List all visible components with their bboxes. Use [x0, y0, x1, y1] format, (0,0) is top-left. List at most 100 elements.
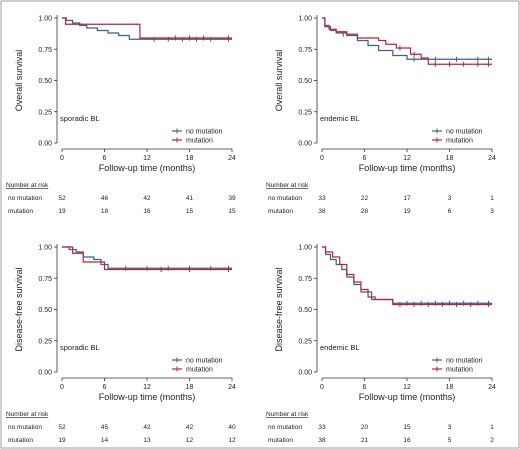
y-axis-title: Overall survival	[14, 50, 24, 112]
risk-row-label: no mutation	[268, 424, 302, 431]
risk-value: 21	[361, 437, 369, 444]
y-axis-title: Disease-free survival	[14, 267, 24, 351]
risk-table-title: Number at risk	[6, 182, 49, 189]
risk-value: 33	[318, 195, 326, 202]
y-tick-label: 0.25	[38, 338, 52, 345]
risk-value: 16	[403, 437, 411, 444]
y-tick-label: 1.00	[38, 245, 52, 252]
x-axis-title: Follow-up time (months)	[359, 163, 456, 173]
y-tick-label: 0.75	[298, 47, 312, 54]
y-tick-label: 0.50	[38, 78, 52, 85]
km-curve-no-mutation	[322, 246, 492, 304]
x-tick-label: 0	[320, 384, 324, 391]
risk-value: 1	[490, 424, 494, 431]
y-tick-label: 0.25	[298, 109, 312, 116]
risk-table-title: Number at risk	[6, 411, 49, 418]
y-tick-label: 0.50	[38, 307, 52, 314]
risk-value: 2	[490, 437, 494, 444]
risk-value: 19	[58, 437, 66, 444]
x-tick-label: 12	[403, 155, 411, 162]
legend-label: mutation	[186, 367, 213, 374]
risk-value: 38	[318, 208, 326, 215]
risk-value: 52	[58, 424, 66, 431]
risk-value: 40	[228, 424, 236, 431]
y-tick-label: 0.25	[38, 109, 52, 116]
risk-value: 16	[143, 208, 151, 215]
x-tick-label: 24	[488, 155, 496, 162]
y-axis-title: Disease-free survival	[274, 267, 284, 351]
x-tick-label: 18	[446, 384, 454, 391]
legend-label: mutation	[186, 138, 213, 145]
y-tick-label: 0.00	[298, 370, 312, 377]
x-tick-label: 12	[143, 384, 151, 391]
y-tick-label: 0.00	[298, 141, 312, 148]
risk-value: 15	[186, 208, 194, 215]
panel-2: 0.00 0.25 0.50 0.75 1.00 0 6 12 18 24 Follow-up ti…	[266, 15, 496, 215]
risk-value: 38	[318, 437, 326, 444]
km-curve-no-mutation	[62, 17, 232, 40]
y-tick-label: 0.50	[298, 307, 312, 314]
risk-row-label: no mutation	[8, 424, 42, 431]
risk-row-label: mutation	[8, 437, 33, 444]
risk-value: 15	[403, 424, 411, 431]
x-tick-label: 18	[446, 155, 454, 162]
y-tick-label: 0.00	[38, 370, 52, 377]
legend-label: no mutation	[186, 129, 223, 136]
legend-label: no mutation	[446, 358, 483, 365]
y-tick-label: 0.00	[38, 141, 52, 148]
legend-label: mutation	[446, 138, 473, 145]
risk-value: 3	[448, 424, 452, 431]
y-tick-label: 0.25	[298, 338, 312, 345]
panel-subtitle: endemic BL	[320, 114, 360, 123]
panel-subtitle: endemic BL	[320, 343, 360, 352]
y-tick-label: 0.75	[38, 276, 52, 283]
x-tick-label: 6	[103, 155, 107, 162]
risk-value: 3	[448, 195, 452, 202]
risk-value: 42	[143, 424, 151, 431]
risk-value: 41	[186, 195, 194, 202]
risk-value: 13	[143, 437, 151, 444]
x-axis-title: Follow-up time (months)	[99, 392, 196, 402]
x-tick-label: 0	[60, 384, 64, 391]
x-tick-label: 6	[363, 155, 367, 162]
risk-row-label: no mutation	[268, 195, 302, 202]
risk-value: 42	[186, 424, 194, 431]
y-tick-label: 0.50	[298, 78, 312, 85]
risk-value: 20	[361, 424, 369, 431]
x-tick-label: 6	[103, 384, 107, 391]
km-curve-mutation	[62, 246, 232, 271]
risk-table-title: Number at risk	[266, 411, 309, 418]
y-tick-label: 1.00	[298, 16, 312, 23]
y-axis-title: Overall survival	[274, 50, 284, 112]
risk-row-label: mutation	[8, 208, 33, 215]
y-tick-label: 0.75	[38, 47, 52, 54]
km-curve-mutation	[322, 17, 492, 65]
risk-row-label: mutation	[268, 437, 293, 444]
risk-value: 42	[143, 195, 151, 202]
x-tick-label: 24	[488, 384, 496, 391]
x-axis-title: Follow-up time (months)	[99, 163, 196, 173]
risk-value: 19	[58, 208, 66, 215]
risk-table-title: Number at risk	[266, 182, 309, 189]
x-tick-label: 6	[363, 384, 367, 391]
risk-value: 39	[228, 195, 236, 202]
legend-label: no mutation	[186, 358, 223, 365]
panel-subtitle: sporadic BL	[60, 114, 100, 123]
km-curve-mutation	[322, 246, 492, 306]
x-tick-label: 12	[403, 384, 411, 391]
x-tick-label: 18	[186, 155, 194, 162]
legend-label: mutation	[446, 367, 473, 374]
x-tick-label: 18	[186, 384, 194, 391]
y-tick-label: 1.00	[298, 245, 312, 252]
risk-value: 45	[101, 424, 109, 431]
x-tick-label: 24	[228, 384, 236, 391]
risk-value: 6	[448, 208, 452, 215]
risk-value: 19	[403, 208, 411, 215]
risk-value: 14	[101, 437, 109, 444]
x-tick-label: 0	[320, 155, 324, 162]
risk-value: 22	[361, 195, 369, 202]
risk-value: 17	[403, 195, 411, 202]
km-curve-no-mutation	[62, 246, 232, 269]
